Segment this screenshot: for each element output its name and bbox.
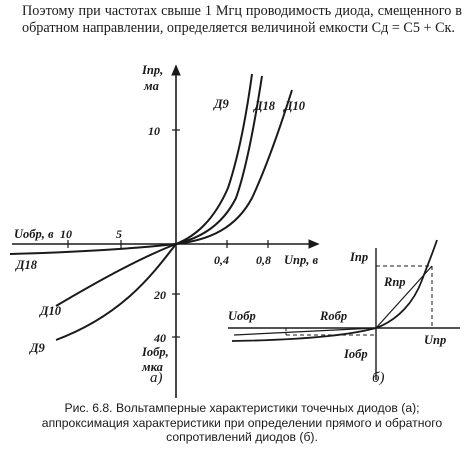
curve-d10-forward bbox=[175, 89, 293, 245]
panel-a: 0,4 0,8 10 5 10 20 40 Iпр, ма Iобр, мка … bbox=[9, 63, 320, 398]
panel-b-letter: б) bbox=[372, 370, 385, 386]
panel-b-label-rpr: Rпр bbox=[383, 275, 406, 289]
panel-b-label-ipr: Iпр bbox=[349, 250, 368, 264]
tick-label-y-forward-1: 10 bbox=[148, 124, 160, 138]
x-axis-forward-label: Uпр, в bbox=[284, 253, 318, 267]
panel-b-label-robr: Rобр bbox=[319, 309, 347, 323]
tick-label-x-reverse-1: 10 bbox=[60, 227, 72, 241]
intro-text: Поэтому при частотах свыше 1 Мгц проводи… bbox=[22, 3, 462, 36]
figure-svg: 0,4 0,8 10 5 10 20 40 Iпр, ма Iобр, мка … bbox=[9, 63, 460, 398]
curve-label-d9-top: Д9 bbox=[213, 97, 230, 111]
y-axis-reverse-symbol: Iобр, bbox=[141, 345, 169, 359]
panel-b-forward-curve bbox=[375, 239, 438, 329]
curve-label-d10-bottom: Д10 bbox=[39, 304, 62, 318]
curve-d9-reverse bbox=[55, 243, 177, 341]
curve-d18-forward bbox=[175, 75, 263, 245]
figure-6-8: 0,4 0,8 10 5 10 20 40 Iпр, ма Iобр, мка … bbox=[0, 58, 474, 398]
y-axis-forward-unit: ма bbox=[143, 79, 159, 93]
curve-d18-reverse bbox=[9, 243, 177, 255]
tick-label-x-forward-2: 0,8 bbox=[256, 253, 271, 267]
panel-b-rpr-line bbox=[375, 265, 433, 329]
y-axis-reverse-unit: мка bbox=[141, 360, 163, 374]
tick-label-x-forward-1: 0,4 bbox=[214, 253, 229, 267]
panel-b-label-iobr: Iобр bbox=[343, 347, 368, 361]
x-axis-reverse-label: Uобр, в bbox=[14, 227, 54, 241]
curve-label-d9-bottom: Д9 bbox=[29, 341, 46, 355]
panel-b: Iпр Rпр Rобр Uобр Uпр Iобр б) bbox=[228, 239, 460, 386]
curve-label-d18-bottom: Д18 bbox=[15, 258, 38, 272]
panel-b-reverse-curve bbox=[231, 327, 377, 342]
y-axis-forward-symbol: Iпр, bbox=[141, 63, 163, 77]
tick-label-y-reverse-1: 20 bbox=[153, 288, 166, 302]
panel-a-letter: а) bbox=[150, 370, 163, 386]
curve-label-d18-top: Д18 bbox=[253, 99, 276, 113]
curve-d9-forward bbox=[175, 73, 253, 245]
tick-label-x-reverse-2: 5 bbox=[116, 227, 122, 241]
curve-d10-reverse bbox=[55, 243, 177, 307]
panel-b-robr-line bbox=[233, 327, 377, 336]
tick-label-y-reverse-2: 40 bbox=[153, 331, 166, 345]
intro-paragraph: Поэтому при частотах свыше 1 Мгц проводи… bbox=[22, 3, 462, 37]
panel-b-label-upr: Uпр bbox=[424, 333, 446, 347]
caption-text: Рис. 6.8. Вольтамперные характеристики т… bbox=[41, 401, 443, 444]
figure-caption: Рис. 6.8. Вольтамперные характеристики т… bbox=[22, 401, 462, 445]
curve-label-d10-top: Д10 bbox=[283, 99, 306, 113]
panel-b-label-uobr: Uобр bbox=[228, 309, 256, 323]
